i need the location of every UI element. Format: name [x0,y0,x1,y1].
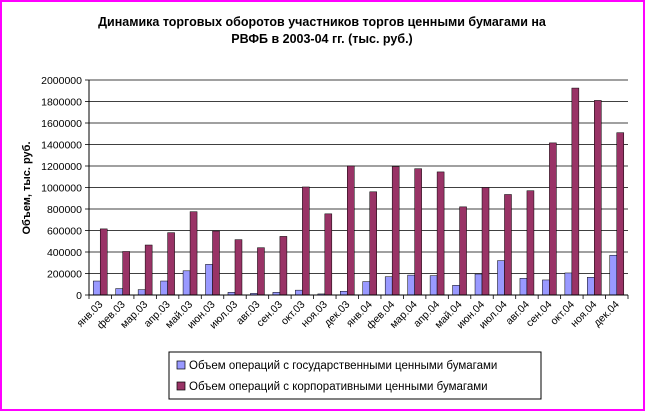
bar-corporate [347,165,355,296]
bar-corporate [302,186,310,296]
legend-swatch-government [176,360,186,370]
bar-corporate [549,142,557,296]
bar-government [205,264,213,296]
bar-government [497,260,505,296]
bar-government [452,285,460,296]
bar-corporate [391,166,400,296]
bar-corporate [436,171,445,296]
bars [92,87,625,296]
bar-government [519,278,528,296]
x-tick-label: сен.04 [524,299,555,330]
bar-government [115,288,123,296]
bar-corporate [571,87,580,296]
bar-corporate [594,100,602,296]
y-tick-label: 1200000 [41,161,82,173]
bar-government [609,254,618,296]
bar-corporate [414,168,422,296]
bar-corporate [122,251,130,296]
y-tick-label: 1400000 [41,140,82,152]
bar-government [92,280,101,296]
legend-box [168,351,542,400]
bar-corporate [526,190,535,296]
bar-corporate [324,213,333,296]
bar-government [295,289,303,296]
bar-government [362,281,370,296]
bar-government [429,275,438,296]
bar-corporate [504,194,512,296]
bar-government [137,289,146,296]
bar-government [407,274,415,296]
bar-corporate [257,247,265,296]
bar-corporate [167,232,175,296]
y-tick-label: 200000 [47,269,82,281]
bar-corporate [212,230,220,296]
bar-corporate [481,187,490,296]
x-tick-label: сен.03 [254,299,285,330]
bar-corporate [144,244,153,296]
x-tick-labels: янв.03фев.03мар.03апр.03май.03июн.03июл.… [74,299,622,332]
axes [88,80,629,299]
bar-corporate [234,239,243,296]
chart-title-line-2: РВФБ в 2003-04 гг. (тыс. руб.) [231,32,412,46]
bar-government [384,276,393,296]
y-tick-label: 0 [76,290,82,302]
bar-corporate [616,132,625,296]
bar-government [160,280,168,296]
legend-swatch-corporate [176,381,186,391]
y-tick-label: 600000 [47,226,82,238]
x-tick-label: дек.04 [591,299,622,330]
y-tick-label: 400000 [47,247,82,259]
gridlines [85,79,628,296]
bar-government [182,270,191,296]
chart-title-line-1: Динамика торговых оборотов участников то… [98,15,547,29]
bar-corporate [279,236,288,296]
legend-label-corporate: Объем операций с корпоративными ценными … [189,381,488,393]
bar-government [474,273,483,296]
bar-government [340,290,348,296]
y-tick-label: 800000 [47,204,82,216]
y-axis-label: Объем, тыс. руб. [21,141,33,234]
bar-corporate [99,228,108,296]
bar-corporate [189,211,198,296]
bar-corporate [459,206,467,296]
y-tick-label: 1000000 [41,183,82,195]
y-tick-label: 1800000 [41,97,82,109]
legend-label-government: Объем операций с государственными ценным… [189,360,497,372]
bar-government [587,277,595,296]
y-tick-labels: 0 200000 400000 600000 800000 1000000 1200000 1… [41,75,82,302]
bar-government [542,279,550,296]
y-tick-label: 1600000 [41,118,82,130]
legend: Объем операций с государственными ценным… [168,351,542,400]
bar-corporate [369,191,377,296]
bar-government [564,272,573,296]
y-tick-label: 2000000 [41,75,82,87]
